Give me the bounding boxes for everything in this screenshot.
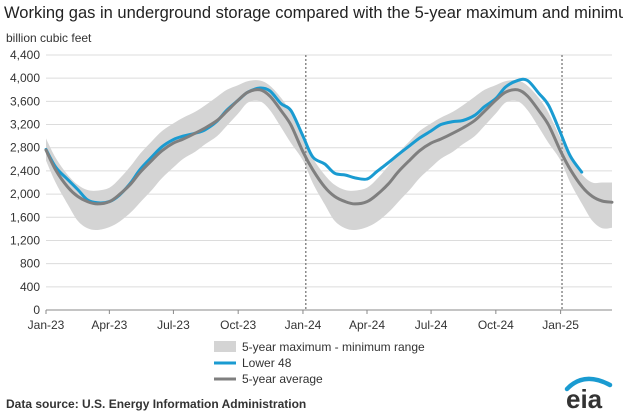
y-axis-unit-label: billion cubic feet [6,31,92,45]
x-tick-label: Apr-23 [91,318,127,332]
x-tick-label: Oct-24 [478,318,514,332]
five-year-average-line [44,88,614,206]
x-tick-label: Jan-25 [542,318,579,332]
x-tick-label: Jan-24 [285,318,322,332]
x-tick-label: Jul-23 [157,318,190,332]
y-tick-label: 3,600 [10,94,40,108]
y-tick-label: 3,200 [10,118,40,132]
y-tick-label: 1,600 [10,210,40,224]
range-band [46,80,612,231]
y-tick-label: 2,400 [10,164,40,178]
y-tick-label: 4,400 [10,48,40,62]
x-tick-label: Jan-23 [28,318,65,332]
y-tick-label: 400 [20,280,40,294]
eia-logo-arc [564,376,613,392]
x-tick-label: Apr-24 [349,318,385,332]
y-tick-label: 1,200 [10,233,40,247]
chart-title: Working gas in underground storage compa… [4,4,623,22]
legend-label: 5-year average [242,372,323,386]
y-tick-label: 2,000 [10,187,40,201]
y-tick-label: 800 [20,257,40,271]
legend-label: Lower 48 [242,356,292,370]
eia-logo-text: eia [566,384,603,411]
data-source-note: Data source: U.S. Energy Information Adm… [6,397,307,411]
y-tick-label: 4,000 [10,71,40,85]
x-tick-label: Oct-23 [220,318,256,332]
y-tick-label: 0 [33,303,40,317]
y-tick-label: 2,800 [10,141,40,155]
legend-label: 5-year maximum - minimum range [242,340,425,354]
x-tick-label: Jul-24 [415,318,448,332]
legend-swatch-range [214,341,236,352]
eia-logo: eia [564,376,613,411]
